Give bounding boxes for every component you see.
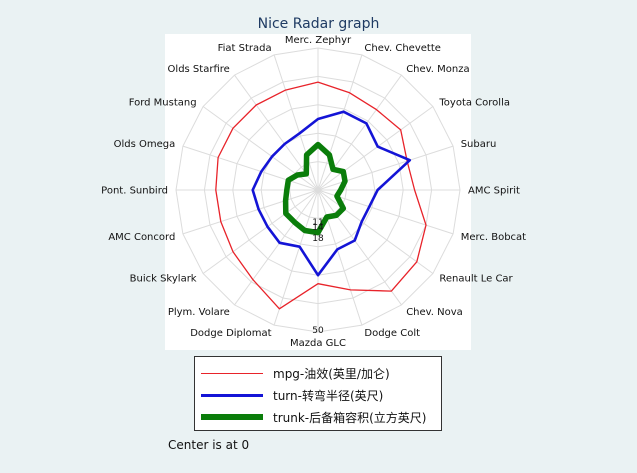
grid-spoke	[317, 189, 402, 306]
legend-swatch	[201, 414, 263, 420]
axis-label: Chev. Chevette	[364, 43, 441, 54]
axis-label: Chev. Monza	[406, 64, 469, 75]
series-line-turn	[251, 110, 412, 277]
legend-swatch	[201, 372, 263, 374]
footnote: Center is at 0	[168, 438, 250, 452]
legend-label: trunk-后备箱容积(立方英尺)	[273, 410, 427, 425]
radial-tick-label: 11	[312, 218, 323, 228]
axis-label: Renault Le Car	[439, 274, 513, 285]
grid-spoke	[317, 145, 454, 191]
legend-entry: turn-转弯半径(英尺)	[201, 385, 383, 405]
axis-label: Mazda GLC	[290, 338, 346, 349]
axis-label: Buick Skylark	[130, 274, 197, 285]
grid-layer	[175, 47, 461, 333]
legend-entry: mpg-油效(英里/加仑)	[201, 363, 390, 383]
grid-spoke	[202, 189, 319, 274]
axis-label: Dodge Colt	[364, 328, 420, 339]
series-line-trunk	[282, 141, 348, 236]
legend-label: turn-转弯半径(英尺)	[273, 388, 384, 403]
grid-spoke	[273, 54, 319, 191]
radial-tick-label: 18	[312, 234, 324, 244]
axis-label: Subaru	[461, 139, 497, 150]
grid-spoke	[317, 189, 434, 274]
series-layer	[215, 81, 427, 310]
axis-label: AMC Concord	[108, 232, 175, 243]
axis-label: Chev. Nova	[406, 307, 463, 318]
series-line-mpg	[215, 81, 427, 310]
axis-label: Fiat Strada	[218, 43, 272, 54]
grid-spoke	[317, 189, 363, 326]
axis-label: Olds Omega	[114, 139, 176, 150]
axis-label: Plym. Volare	[168, 307, 230, 318]
axis-label: Merc. Bobcat	[461, 232, 526, 243]
grid-spoke	[182, 145, 319, 191]
grid-spoke	[182, 189, 319, 235]
legend-swatch	[201, 393, 263, 397]
grid-spoke	[317, 54, 363, 191]
radial-tick-label: 14	[312, 223, 324, 233]
legend-entry: trunk-后备箱容积(立方英尺)	[201, 407, 427, 427]
axis-label: Olds Starfire	[168, 64, 230, 75]
axis-label: AMC Spirit	[468, 186, 520, 197]
axis-label: Merc. Zephyr	[285, 35, 352, 46]
axis-label: Toyota Corolla	[438, 97, 510, 108]
grid-spoke	[273, 189, 319, 326]
grid-spoke	[234, 189, 319, 306]
radial-tick-label: 50	[312, 326, 324, 336]
axis-label: Pont. Sunbird	[101, 186, 168, 197]
chart-title: Nice Radar graph	[257, 16, 380, 32]
axis-label: Ford Mustang	[129, 97, 197, 108]
legend-label: mpg-油效(英里/加仑)	[273, 366, 390, 381]
legend: mpg-油效(英里/加仑) turn-转弯半径(英尺) trunk-后备箱容积(立方…	[194, 356, 442, 431]
grid-spoke	[317, 106, 434, 191]
axis-label: Dodge Diplomat	[190, 328, 271, 339]
